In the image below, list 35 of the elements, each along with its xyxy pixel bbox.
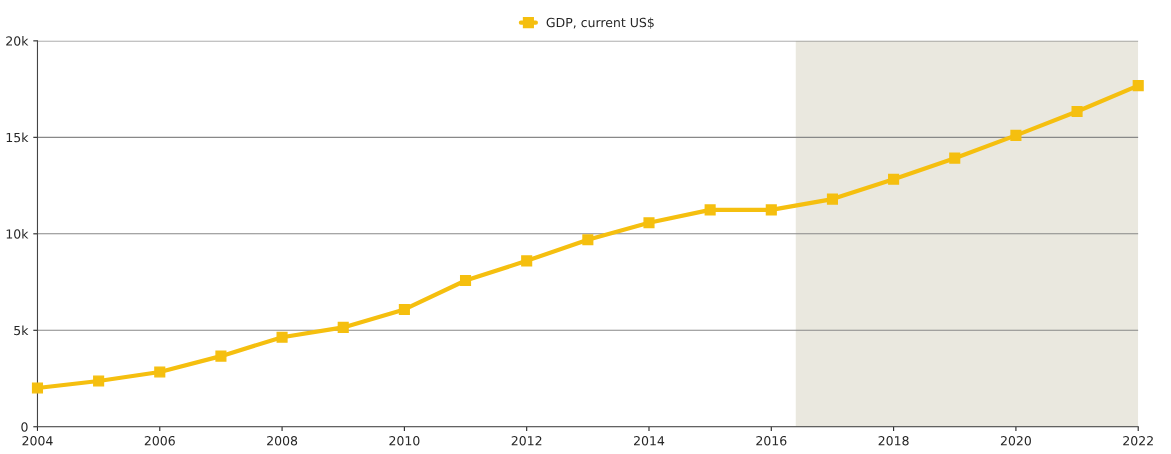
point [1010, 129, 1022, 141]
x-tick-label: 2022 [1123, 436, 1153, 446]
point [888, 173, 900, 185]
y-tick-label: 10k [6, 229, 29, 239]
x-tick-label: 2006 [144, 436, 175, 446]
legend-label: GDP, current US$ [546, 17, 654, 29]
y-tick-label: 20k [6, 36, 29, 46]
point [1071, 105, 1083, 118]
point [398, 303, 410, 316]
x-tick-label: 2012 [511, 436, 542, 446]
point [1132, 80, 1144, 92]
y-tick-label: 15k [6, 132, 29, 143]
x-tick-label: 2018 [878, 436, 909, 446]
y-tick-label: 5k [14, 325, 29, 336]
point [765, 204, 777, 216]
point [93, 375, 105, 387]
point [154, 366, 166, 378]
x-tick-label: 2020 [1000, 436, 1031, 446]
y-tick-label: 0 [21, 422, 28, 432]
point [215, 350, 227, 362]
point [949, 152, 961, 164]
x-tick-label: 2016 [756, 436, 787, 446]
point [337, 321, 349, 333]
x-tick-label: 2008 [267, 436, 298, 446]
point [459, 274, 472, 287]
point [276, 331, 288, 343]
point [826, 193, 839, 205]
x-tick-label: 2010 [389, 436, 420, 446]
x-tick-label: 2004 [22, 436, 53, 446]
x-tick-label: 2014 [634, 436, 665, 446]
point [582, 234, 594, 246]
point [704, 204, 716, 216]
point [521, 255, 533, 267]
point [31, 382, 44, 394]
point [643, 217, 655, 229]
